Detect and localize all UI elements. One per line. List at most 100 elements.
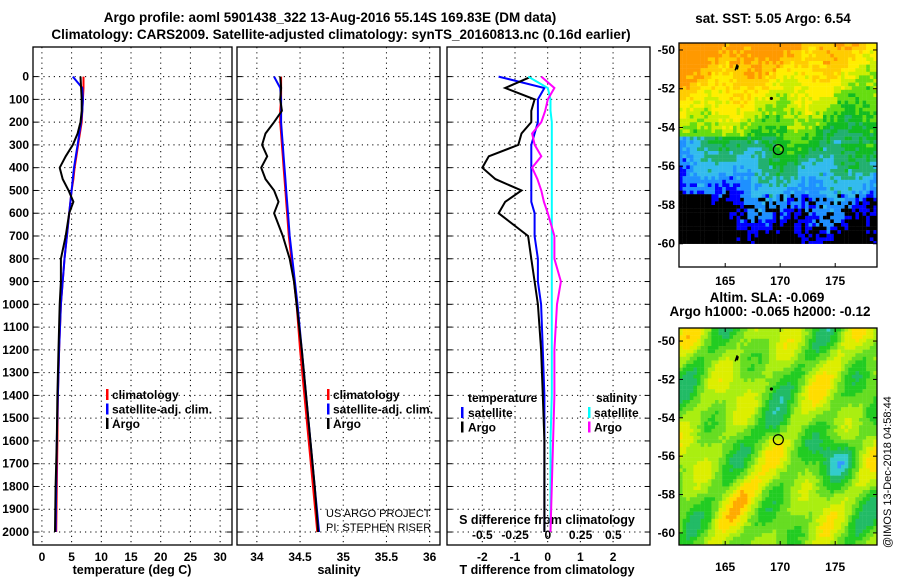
map-cell xyxy=(765,61,770,65)
map-cell xyxy=(765,425,770,429)
map-cell xyxy=(790,428,795,433)
map-cell xyxy=(704,396,708,401)
map-cell xyxy=(733,428,737,433)
map-cell xyxy=(736,61,741,65)
map-cell xyxy=(815,154,820,159)
map-cell xyxy=(873,86,878,90)
map-cell xyxy=(679,364,683,368)
map-cell xyxy=(758,356,762,361)
map-cell xyxy=(859,97,863,101)
map-cell xyxy=(790,410,795,415)
map-cell xyxy=(837,125,842,130)
map-cell xyxy=(862,187,867,191)
map-cell xyxy=(808,428,813,433)
map-cell xyxy=(815,223,820,227)
map-cell xyxy=(765,356,770,361)
map-cell xyxy=(700,396,705,401)
map-cell xyxy=(715,136,719,141)
map-cell xyxy=(733,64,737,69)
map-cell xyxy=(697,335,701,339)
map-cell xyxy=(833,140,838,144)
map-cell xyxy=(715,79,719,83)
map-cell xyxy=(772,169,777,173)
map-cell xyxy=(743,418,748,422)
map-cell xyxy=(826,335,831,339)
map-cell xyxy=(869,219,874,224)
map-cell xyxy=(855,205,860,209)
map-cell xyxy=(772,100,777,105)
map-cell xyxy=(722,158,726,162)
map-cell xyxy=(697,165,701,170)
map-cell xyxy=(783,104,788,108)
map-cell xyxy=(794,176,798,180)
map-cell xyxy=(812,338,816,343)
map-cell xyxy=(859,241,863,244)
map-cell xyxy=(689,364,694,368)
map-cell xyxy=(722,179,726,184)
map-cell xyxy=(841,385,845,390)
map-cell xyxy=(707,71,712,76)
map-cell xyxy=(715,190,719,195)
x-tick-label: 34.5 xyxy=(288,550,312,564)
map-cell xyxy=(848,414,852,419)
map-cell xyxy=(693,115,698,119)
map-cell xyxy=(718,172,723,177)
map-cell xyxy=(848,241,852,244)
map-cell xyxy=(765,392,770,397)
map-cell xyxy=(869,197,874,202)
map-cell xyxy=(769,197,773,202)
map-cell xyxy=(693,172,698,177)
map-cell xyxy=(697,50,701,54)
map-cell xyxy=(761,230,766,234)
map-cell xyxy=(761,360,766,365)
map-cell xyxy=(761,43,766,47)
map-cell xyxy=(769,151,773,155)
map-cell xyxy=(718,346,723,350)
map-cell xyxy=(740,165,744,170)
map-cell xyxy=(815,389,820,393)
map-cell xyxy=(819,346,824,350)
map-cell xyxy=(679,342,683,347)
map-cell xyxy=(787,154,791,159)
map-cell xyxy=(855,346,860,350)
map-cell xyxy=(783,407,788,411)
map-cell xyxy=(700,215,705,220)
map-cell xyxy=(754,111,759,116)
map-cell xyxy=(805,104,809,108)
map-cell xyxy=(707,342,712,347)
map-cell xyxy=(704,190,708,195)
series-line-s-satellite xyxy=(527,75,553,532)
map-cell xyxy=(866,385,870,390)
map-cell xyxy=(776,97,780,101)
map-cell xyxy=(704,100,708,105)
map-cell xyxy=(794,107,798,112)
map-cell xyxy=(740,50,744,54)
map-cell xyxy=(826,61,831,65)
credit-text: @IMOS 13-Dec-2018 04:58:44 xyxy=(882,396,894,548)
map-cell xyxy=(765,421,770,426)
map-cell xyxy=(794,205,798,209)
map-cell xyxy=(718,75,723,80)
map-cell xyxy=(700,226,705,231)
map-cell xyxy=(808,349,813,354)
map-cell xyxy=(833,197,838,202)
map-cell xyxy=(704,205,708,209)
map-cell xyxy=(812,133,816,137)
map-cell xyxy=(729,349,734,354)
map-cell xyxy=(805,43,809,47)
map-cell xyxy=(761,205,766,209)
map-cell xyxy=(743,205,748,209)
map-cell xyxy=(805,194,809,198)
map-image-sla-map xyxy=(679,328,878,546)
map-cell xyxy=(844,129,849,134)
map-cell xyxy=(855,172,860,177)
map-cell xyxy=(700,136,705,141)
map-cell xyxy=(826,57,831,62)
map-cell xyxy=(819,50,824,54)
map-cell xyxy=(819,176,824,180)
map-cell xyxy=(682,133,687,137)
map-cell xyxy=(704,183,708,188)
map-cell xyxy=(697,100,701,105)
map-cell xyxy=(733,421,737,426)
map-cell xyxy=(823,421,827,426)
